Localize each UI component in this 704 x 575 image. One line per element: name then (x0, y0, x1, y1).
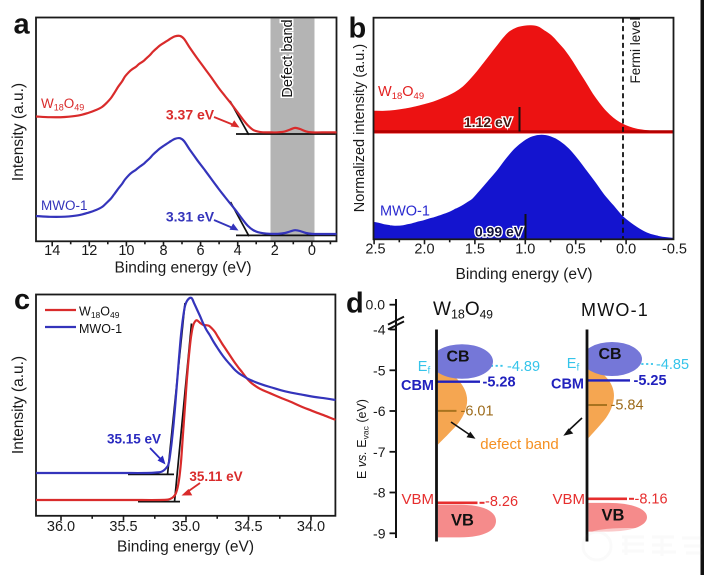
svg-text:-5.25: -5.25 (634, 373, 667, 389)
svg-text:defect band: defect band (480, 436, 558, 453)
svg-text:4: 4 (234, 243, 242, 259)
svg-text:E vs. Evac (eV): E vs. Evac (eV) (355, 399, 371, 479)
svg-text:2: 2 (271, 243, 279, 259)
svg-text:34.0: 34.0 (297, 519, 325, 535)
svg-text:-0.5: -0.5 (662, 242, 687, 258)
svg-text:-6: -6 (373, 403, 386, 419)
svg-text:b: b (349, 12, 367, 44)
svg-text:CBM: CBM (551, 377, 584, 393)
svg-text:CBM: CBM (401, 378, 434, 394)
svg-text:10: 10 (118, 243, 134, 259)
svg-text:Intensity (a.u.): Intensity (a.u.) (10, 83, 27, 181)
svg-text:Fermi level: Fermi level (628, 17, 643, 83)
svg-text:VB: VB (451, 512, 474, 530)
svg-text:1.12 eV: 1.12 eV (464, 114, 513, 130)
svg-text:Normalized intensity (a.u.): Normalized intensity (a.u.) (352, 44, 368, 212)
svg-text:MWO-1: MWO-1 (79, 322, 122, 336)
svg-text:VBM: VBM (401, 491, 434, 508)
svg-text:MWO-1: MWO-1 (380, 204, 430, 220)
svg-text:CB: CB (598, 346, 621, 363)
svg-text:-5.84: -5.84 (611, 398, 644, 414)
svg-text:Defect band: Defect band (280, 19, 296, 97)
svg-text:-8: -8 (373, 485, 386, 501)
svg-text:-7: -7 (373, 444, 386, 460)
svg-text:Binding energy (eV): Binding energy (eV) (115, 260, 252, 277)
svg-text:1.0: 1.0 (515, 242, 535, 258)
svg-text:a: a (14, 9, 31, 41)
svg-text:0.0: 0.0 (616, 242, 636, 258)
svg-text:Ef: Ef (567, 356, 580, 374)
svg-text:Intensity (a.u.): Intensity (a.u.) (10, 356, 27, 454)
svg-text:3.31 eV: 3.31 eV (166, 209, 215, 225)
svg-text:0.5: 0.5 (566, 242, 586, 258)
svg-text:1.5: 1.5 (465, 242, 485, 258)
svg-text:12: 12 (81, 243, 97, 259)
svg-text:2.5: 2.5 (365, 242, 385, 258)
svg-text:-8.16: -8.16 (635, 492, 668, 508)
svg-text:Binding energy (eV): Binding energy (eV) (117, 539, 254, 556)
svg-text:-8.26: -8.26 (485, 494, 518, 510)
svg-text:d: d (346, 287, 364, 319)
svg-text:36.0: 36.0 (47, 519, 75, 535)
svg-text:MWO-1: MWO-1 (581, 300, 649, 320)
svg-text:34.5: 34.5 (234, 519, 262, 535)
svg-text:35.5: 35.5 (109, 519, 137, 535)
svg-text:8: 8 (159, 243, 167, 259)
svg-text:-9: -9 (373, 525, 386, 541)
svg-text:-6.01: -6.01 (461, 404, 494, 420)
svg-text:35.11 eV: 35.11 eV (189, 469, 242, 484)
svg-text:VB: VB (602, 507, 625, 525)
svg-text:c: c (14, 284, 30, 316)
svg-text:W18O49: W18O49 (378, 84, 424, 102)
svg-text:-4.85: -4.85 (656, 357, 689, 373)
svg-text:MWO-1: MWO-1 (41, 198, 88, 213)
svg-text:Ef: Ef (418, 359, 431, 377)
svg-text:6: 6 (197, 243, 205, 259)
svg-text:-5.28: -5.28 (483, 375, 516, 391)
svg-text:3.37 eV: 3.37 eV (166, 107, 215, 123)
svg-text:W18O49: W18O49 (433, 299, 493, 321)
svg-text:-4: -4 (373, 322, 386, 338)
svg-text:0: 0 (308, 243, 316, 259)
svg-text:-4.89: -4.89 (507, 359, 540, 375)
svg-text:2.0: 2.0 (414, 242, 434, 258)
svg-text:35.15 eV: 35.15 eV (107, 432, 161, 447)
svg-text:VBM: VBM (552, 491, 585, 508)
svg-text:0.99 eV: 0.99 eV (475, 224, 524, 240)
svg-text:W18O49: W18O49 (41, 96, 84, 113)
svg-text:W18O49: W18O49 (79, 305, 120, 320)
svg-text:14: 14 (44, 243, 60, 259)
svg-text:35.0: 35.0 (172, 519, 200, 535)
svg-text:Binding energy (eV): Binding energy (eV) (456, 266, 593, 283)
svg-text:-5: -5 (373, 362, 386, 378)
svg-text:0.0: 0.0 (366, 297, 386, 313)
svg-text:CB: CB (446, 349, 469, 366)
